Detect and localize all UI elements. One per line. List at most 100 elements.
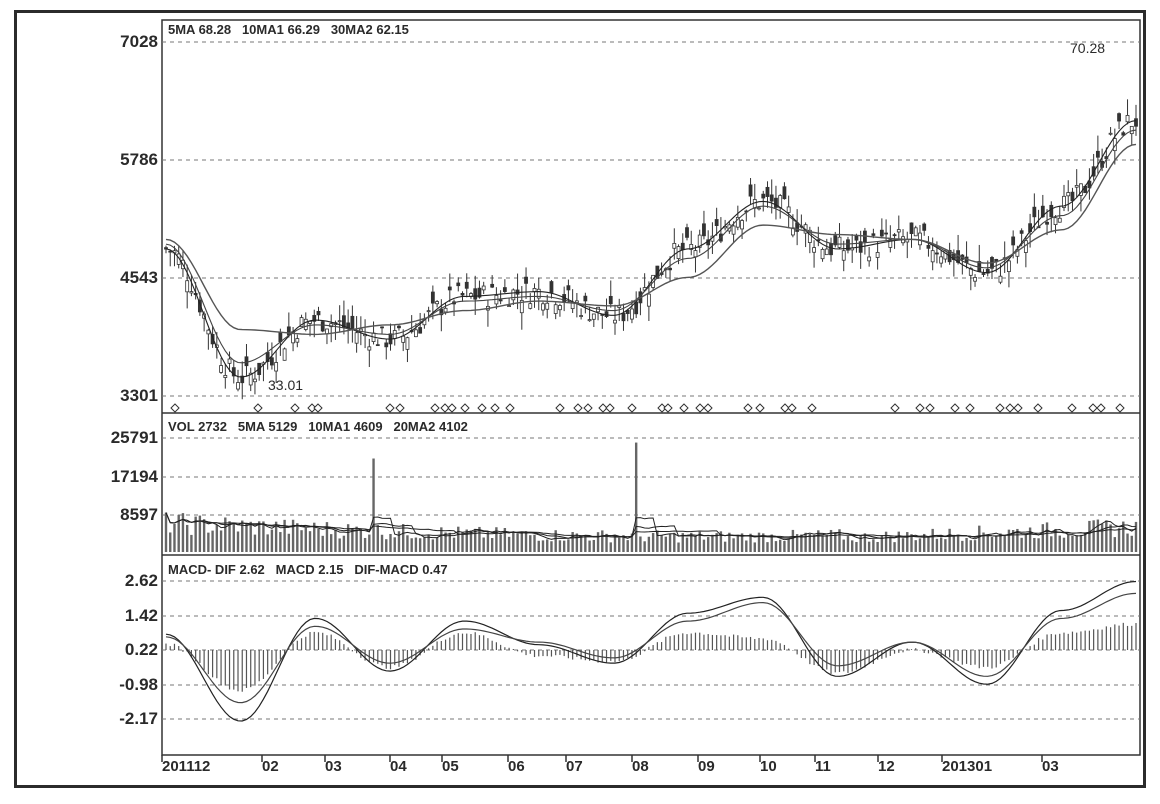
price-candle (998, 275, 1003, 283)
signal-diamond-marker (780, 403, 790, 413)
price-candle (384, 342, 389, 348)
price-candle (926, 244, 931, 249)
price-candle (189, 291, 194, 294)
volume-bar (978, 525, 981, 552)
signal-diamond-marker (807, 403, 817, 413)
x-tick-label: 08 (632, 758, 649, 775)
volume-bar (842, 539, 845, 552)
volume-bar (935, 538, 939, 552)
volume-bar (1024, 533, 1028, 552)
price-candle (985, 268, 990, 274)
volume-bar (524, 531, 528, 552)
volume-bar (956, 535, 960, 552)
volume-bar (668, 533, 672, 552)
price-candle (731, 225, 736, 235)
volume-bar (728, 532, 731, 552)
signal-diamond-marker (679, 403, 689, 413)
price-candle (909, 222, 914, 235)
volume-bar (558, 540, 562, 552)
price-candle (697, 234, 702, 248)
volume-bar (702, 539, 706, 552)
price-candle (397, 325, 401, 329)
volume-bar (1122, 521, 1125, 552)
volume-bar (1003, 535, 1006, 552)
volume-bar (579, 535, 583, 552)
volume-bar (999, 533, 1002, 552)
volume-bar (376, 525, 379, 552)
volume-bar (664, 536, 668, 552)
volume-bar (304, 527, 307, 552)
volume-bar (1134, 521, 1138, 552)
price-candle (286, 326, 291, 336)
volume-bar (427, 535, 430, 552)
volume-bar (901, 538, 905, 552)
volume-bar (257, 521, 261, 552)
volume-bar (194, 516, 197, 552)
volume-bar (596, 532, 600, 552)
volume-bar (584, 535, 587, 552)
price-candle (685, 227, 689, 238)
price-tick-label: 4543 (120, 268, 158, 287)
volume-bar (567, 539, 570, 552)
price-candle (210, 333, 215, 345)
volume-bar (690, 532, 693, 552)
macd-signal-line (165, 592, 1137, 704)
x-tick-label: 11 (815, 758, 831, 775)
volume-bar (435, 537, 439, 552)
volume-bar (778, 539, 782, 552)
volume-bar (910, 534, 913, 552)
volume-bar (173, 523, 176, 552)
volume-bar (397, 531, 401, 552)
volume-bar (207, 532, 210, 552)
volume-bar (851, 540, 854, 552)
price-tick-label: 3301 (120, 386, 158, 405)
volume-bar (1117, 528, 1121, 552)
volume-bar (1113, 537, 1117, 552)
volume-bar (897, 531, 900, 552)
price-candle (1134, 118, 1138, 127)
volume-bar (923, 533, 926, 552)
price-candle (646, 293, 651, 307)
price-candle (185, 280, 190, 293)
volume-bar (448, 532, 451, 552)
volume-bar (334, 529, 337, 552)
volume-bar (1100, 523, 1104, 552)
price-candle (841, 250, 846, 261)
price-candle (447, 286, 452, 291)
volume-bar (622, 535, 625, 552)
signal-diamond-marker (995, 403, 1005, 413)
price-candle (1057, 217, 1062, 223)
price-candle (757, 207, 761, 210)
volume-bar (1067, 535, 1070, 552)
price-candle (812, 247, 816, 253)
volume-bar (715, 533, 718, 552)
volume-bar (516, 533, 519, 552)
volume-bar (817, 530, 820, 552)
price-candle (769, 194, 774, 202)
volume-bar (1007, 529, 1011, 552)
volume-bar (766, 542, 769, 552)
price-candle (896, 229, 901, 233)
price-candle (1070, 191, 1075, 202)
volume-bar (846, 536, 850, 552)
volume-bar (1037, 538, 1040, 552)
volume-bar (329, 534, 333, 552)
volume-bar (639, 536, 642, 552)
price-candle (935, 252, 939, 255)
volume-bar (745, 540, 748, 552)
volume-bar (1083, 533, 1087, 552)
price-candle (833, 235, 838, 246)
price-candle (354, 332, 359, 344)
volume-bar (482, 537, 485, 552)
signal-diamond-marker (755, 403, 765, 413)
x-tick-label: 12 (878, 758, 895, 775)
price-candle (248, 372, 253, 386)
price-candle (511, 289, 516, 301)
volume-bar (507, 536, 511, 552)
price-candle (630, 308, 634, 320)
signal-diamond-marker (1096, 403, 1106, 413)
x-tick-label: 02 (262, 758, 279, 775)
price-candle (269, 357, 274, 366)
volume-bar (211, 530, 214, 552)
price-candle (1125, 115, 1130, 123)
